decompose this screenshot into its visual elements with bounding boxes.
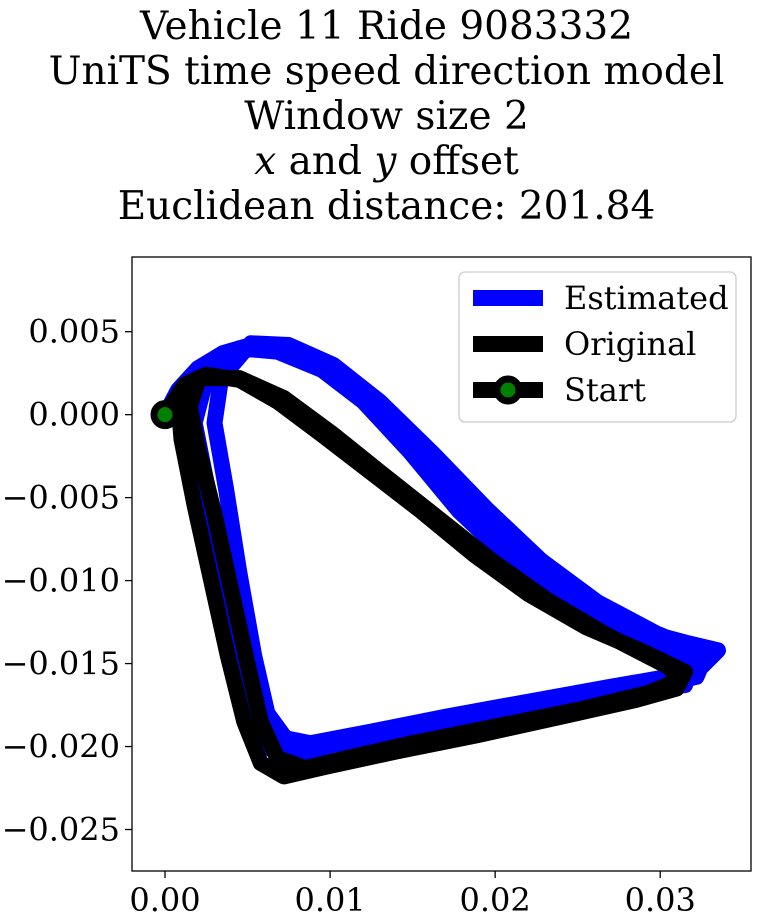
y-tick-label-5: −0.020 (2, 728, 120, 766)
x-tick-label-1: 0.01 (294, 881, 365, 919)
y-tick-label-6: −0.025 (2, 811, 120, 849)
x-tick-label-2: 0.02 (460, 881, 531, 919)
title-line-4: x and y offset (0, 139, 773, 184)
y-tick-label-1: 0.000 (28, 396, 120, 434)
y-tick-label-3: −0.010 (2, 562, 120, 600)
legend-label-estimated: Estimated (564, 279, 729, 317)
series-line-original (157, 366, 693, 785)
legend-label-start: Start (564, 371, 646, 409)
start-marker (150, 400, 180, 430)
title-and: and (276, 139, 375, 184)
legend: Estimated Original Start (458, 271, 737, 423)
x-tick-label-0: 0.00 (129, 881, 200, 919)
plot-frame (131, 256, 752, 872)
axes-layer: 0.00 0.01 0.02 0.03 0.005 0.000 −0.005 −0.010 −0… (2, 313, 696, 919)
y-tick-label-2: −0.005 (2, 479, 120, 517)
series-layer (150, 335, 726, 785)
title-x-var: x (254, 139, 277, 184)
x-tick-label-3: 0.03 (625, 881, 696, 919)
legend-label-original: Original (564, 325, 696, 363)
title-line-1: Vehicle 11 Ride 9083332 (139, 4, 634, 49)
title-offset: offset (396, 139, 519, 184)
y-tick-label-4: −0.015 (2, 645, 120, 683)
legend-marker-start (493, 375, 523, 405)
chart-title: Vehicle 11 Ride 9083332 UniTS time speed… (0, 4, 773, 229)
title-line-2: UniTS time speed direction model (48, 49, 725, 94)
title-line-5: Euclidean distance: 201.84 (117, 184, 656, 229)
title-line-3: Window size 2 (244, 94, 529, 139)
title-y-var: y (374, 139, 397, 184)
y-tick-label-0: 0.005 (28, 313, 120, 351)
